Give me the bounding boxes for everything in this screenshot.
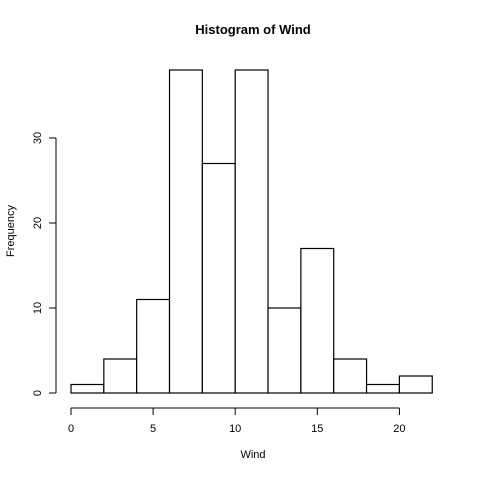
x-tick-label: 0	[68, 423, 74, 435]
x-tick-label: 20	[393, 423, 405, 435]
chart-title: Histogram of Wind	[195, 22, 310, 37]
histogram-bar	[365, 383, 400, 394]
x-axis-label: Wind	[240, 449, 265, 461]
histogram-bar	[70, 383, 105, 394]
x-axis: 0 5 10 15 20	[68, 407, 406, 435]
histogram-bar	[103, 358, 138, 394]
histogram-bar	[398, 375, 433, 394]
x-tick-label: 10	[229, 423, 241, 435]
y-tick-label: 20	[32, 217, 44, 229]
histogram-bar	[333, 358, 368, 394]
histogram-bar	[168, 69, 203, 394]
y-axis-label: Frequency	[5, 205, 17, 257]
histogram-bar	[267, 307, 302, 394]
histogram-bar	[201, 162, 236, 394]
histogram-bar	[300, 247, 335, 394]
histogram-bar	[136, 298, 171, 394]
y-axis: 0 10 20 30	[32, 132, 57, 396]
x-tick-label: 15	[311, 423, 323, 435]
x-tick-label: 5	[150, 423, 156, 435]
bars-group	[70, 69, 433, 394]
y-tick-label: 0	[32, 390, 44, 396]
y-tick-label: 30	[32, 132, 44, 144]
y-tick-label: 10	[32, 302, 44, 314]
histogram-bar	[234, 69, 269, 394]
